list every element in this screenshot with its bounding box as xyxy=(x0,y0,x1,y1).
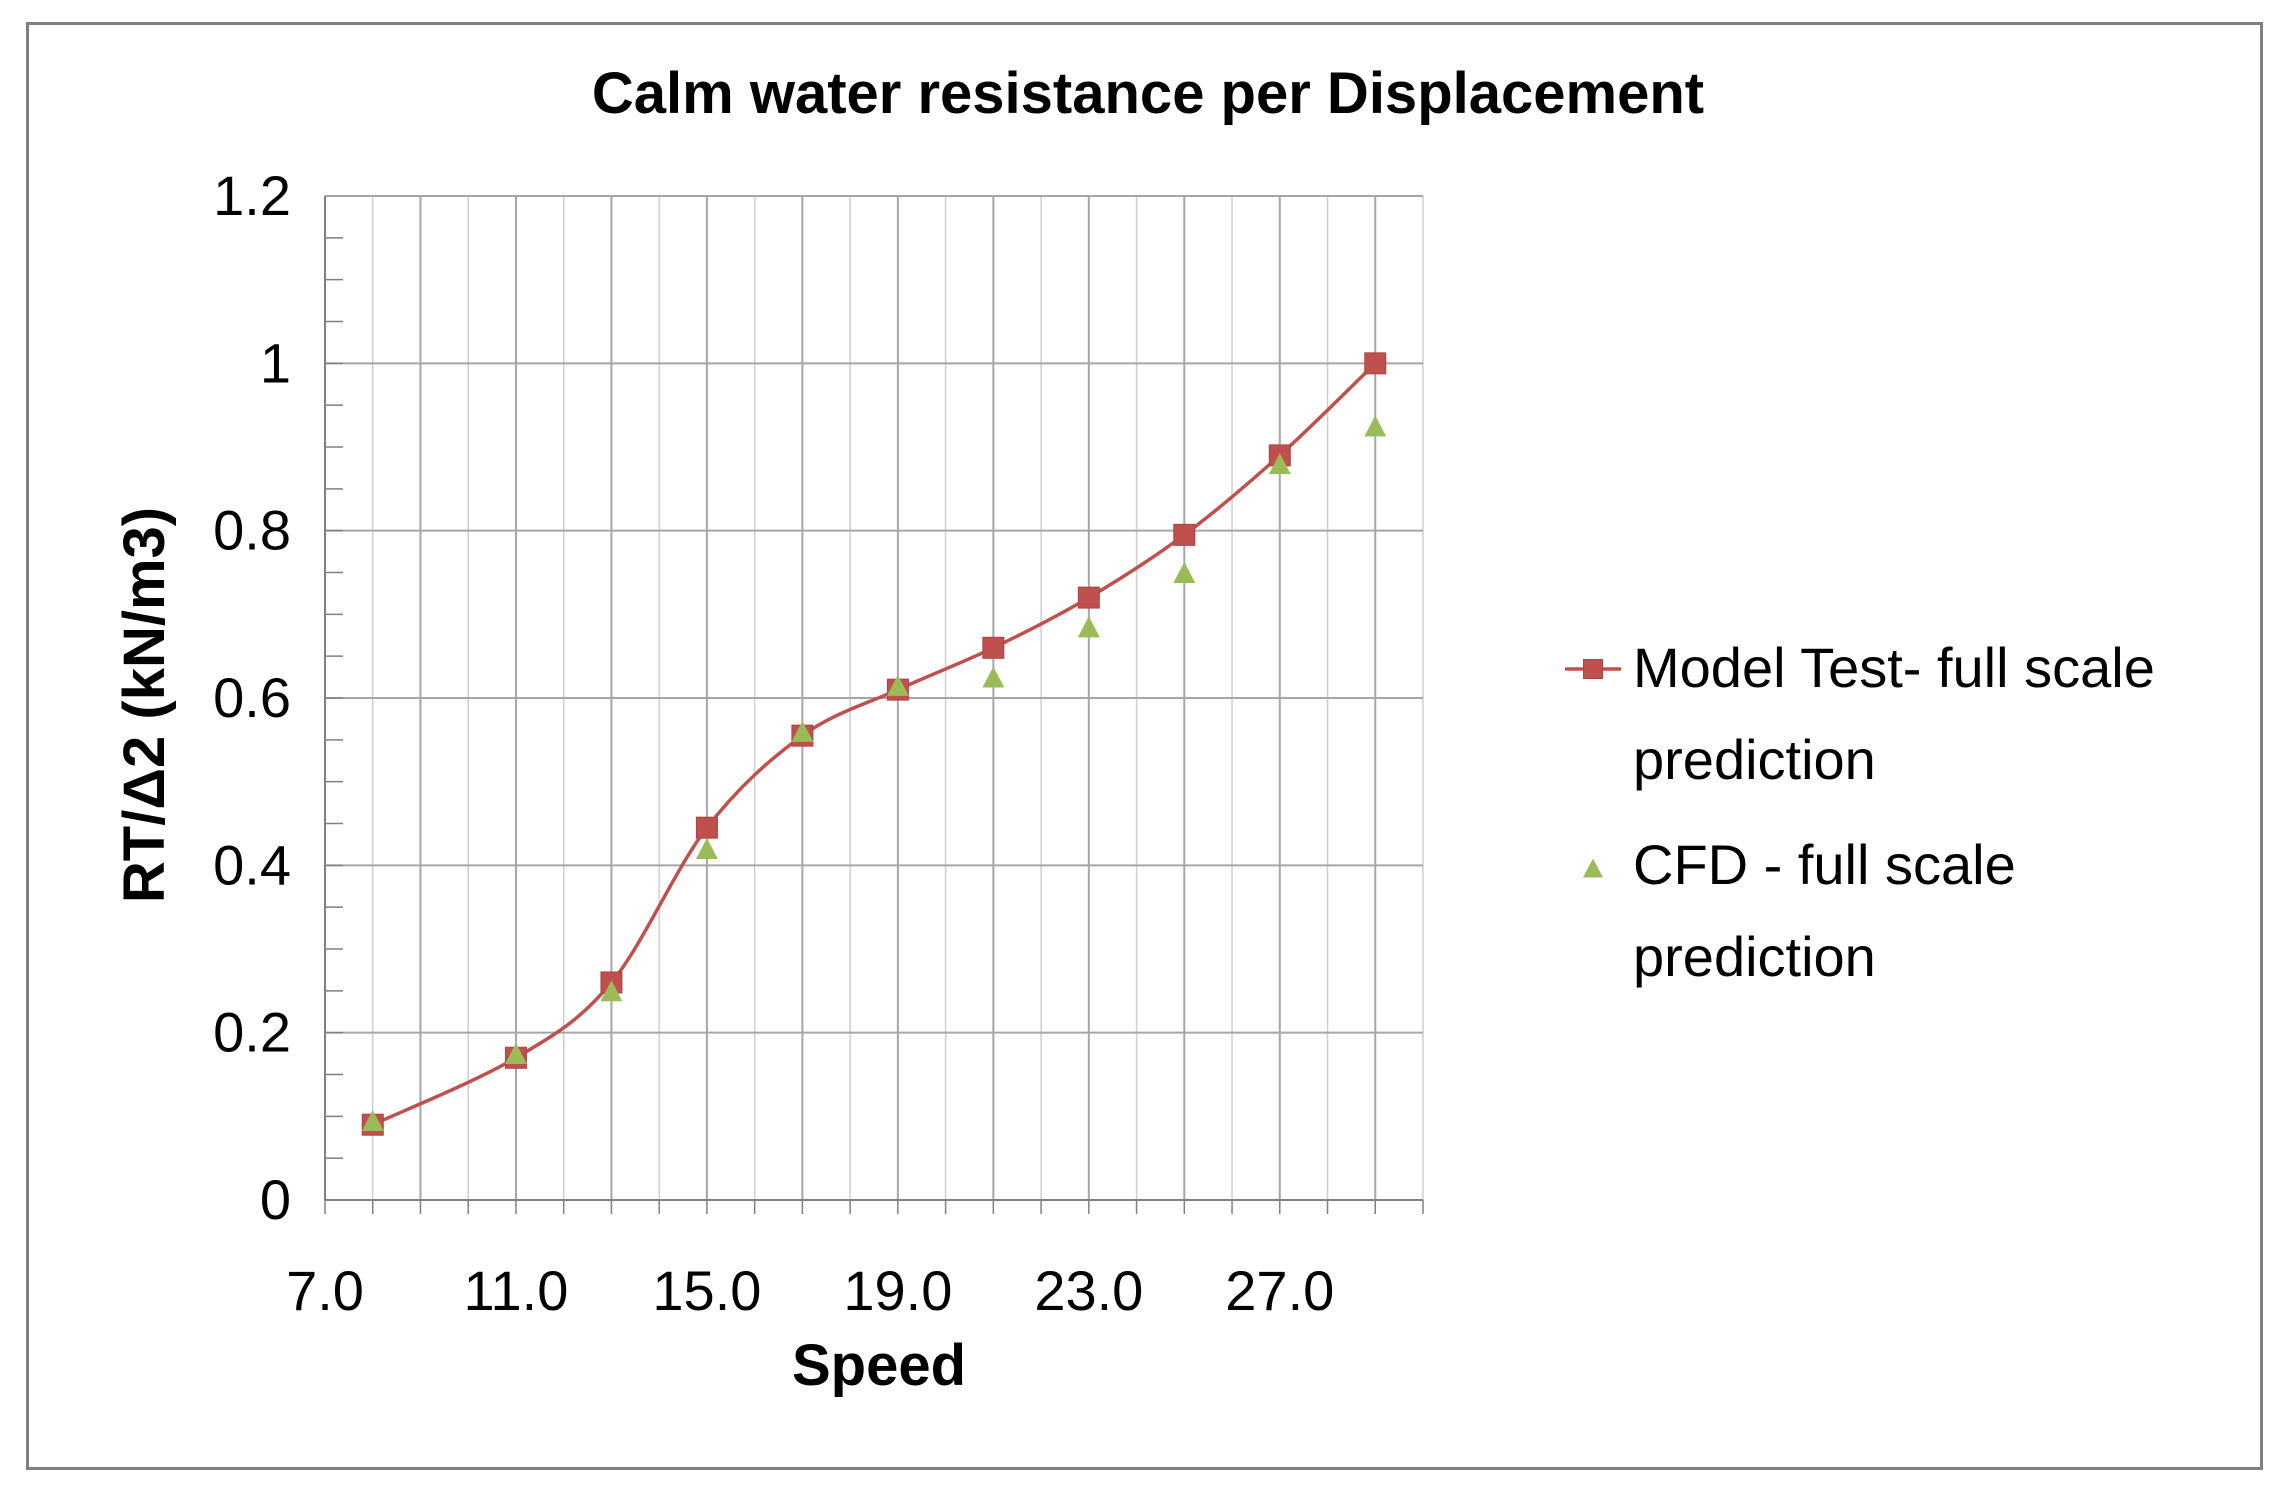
x-tick-label: 27.0 xyxy=(1225,1259,1334,1322)
legend: Model Test- full scale prediction CFD - fu… xyxy=(1565,636,2155,988)
y-tick-label: 0 xyxy=(260,1168,291,1231)
x-tick-label: 23.0 xyxy=(1034,1259,1143,1322)
legend-label: Model Test- full scale xyxy=(1633,636,2155,699)
data-point-square xyxy=(1173,523,1196,546)
chart-svg: 0 0.2 0.4 0.6 0.8 1 1.2 7.0 11.0 15.0 19.0 23.0 27.0… xyxy=(112,61,2155,1398)
data-point-square xyxy=(1077,586,1100,609)
x-tick-label: 19.0 xyxy=(843,1259,952,1322)
legend-marker-square xyxy=(1583,659,1603,679)
x-tick-label: 7.0 xyxy=(286,1259,364,1322)
y-tick-label: 0.4 xyxy=(213,833,291,896)
x-axis-title: Speed xyxy=(792,1333,966,1398)
data-point-square xyxy=(982,636,1005,659)
data-point-triangle xyxy=(504,1043,527,1065)
y-axis-title: RT/Δ2 (kN/m3) xyxy=(112,507,177,903)
data-point-triangle xyxy=(1077,616,1100,638)
legend-label: prediction xyxy=(1633,728,1876,791)
legend-label: prediction xyxy=(1633,925,1876,988)
grid xyxy=(325,195,1424,1200)
y-tick-label: 1.2 xyxy=(213,164,291,227)
axes: 0 0.2 0.4 0.6 0.8 1 1.2 7.0 11.0 15.0 19.0 23.0 27.0 xyxy=(213,164,1424,1322)
legend-label: CFD - full scale xyxy=(1633,833,2016,896)
data-point-triangle xyxy=(886,675,909,696)
data-point-square xyxy=(1364,352,1387,375)
chart-frame: 0 0.2 0.4 0.6 0.8 1 1.2 7.0 11.0 15.0 19.0 23.0 27.0… xyxy=(26,22,2263,1470)
data-point-triangle xyxy=(982,666,1005,688)
legend-marker-triangle xyxy=(1583,858,1603,878)
data-point-triangle xyxy=(695,838,718,860)
data-point-triangle xyxy=(791,721,814,742)
series-line xyxy=(371,362,1377,1127)
x-tick-label: 15.0 xyxy=(652,1259,761,1322)
data-point-triangle xyxy=(600,980,623,1002)
y-tick-label: 0.8 xyxy=(213,499,291,562)
x-tick-label: 11.0 xyxy=(464,1259,569,1322)
plot-series xyxy=(361,352,1387,1136)
data-point-square xyxy=(695,816,718,839)
y-tick-label: 0.2 xyxy=(213,1001,291,1064)
data-point-triangle xyxy=(361,1110,384,1131)
chart-title: Calm water resistance per Displacement xyxy=(592,61,1704,126)
data-point-triangle xyxy=(1364,415,1387,437)
data-point-triangle xyxy=(1173,562,1196,583)
y-tick-label: 0.6 xyxy=(213,666,291,729)
y-tick-label: 1 xyxy=(260,331,291,394)
data-point-triangle xyxy=(1268,453,1291,475)
